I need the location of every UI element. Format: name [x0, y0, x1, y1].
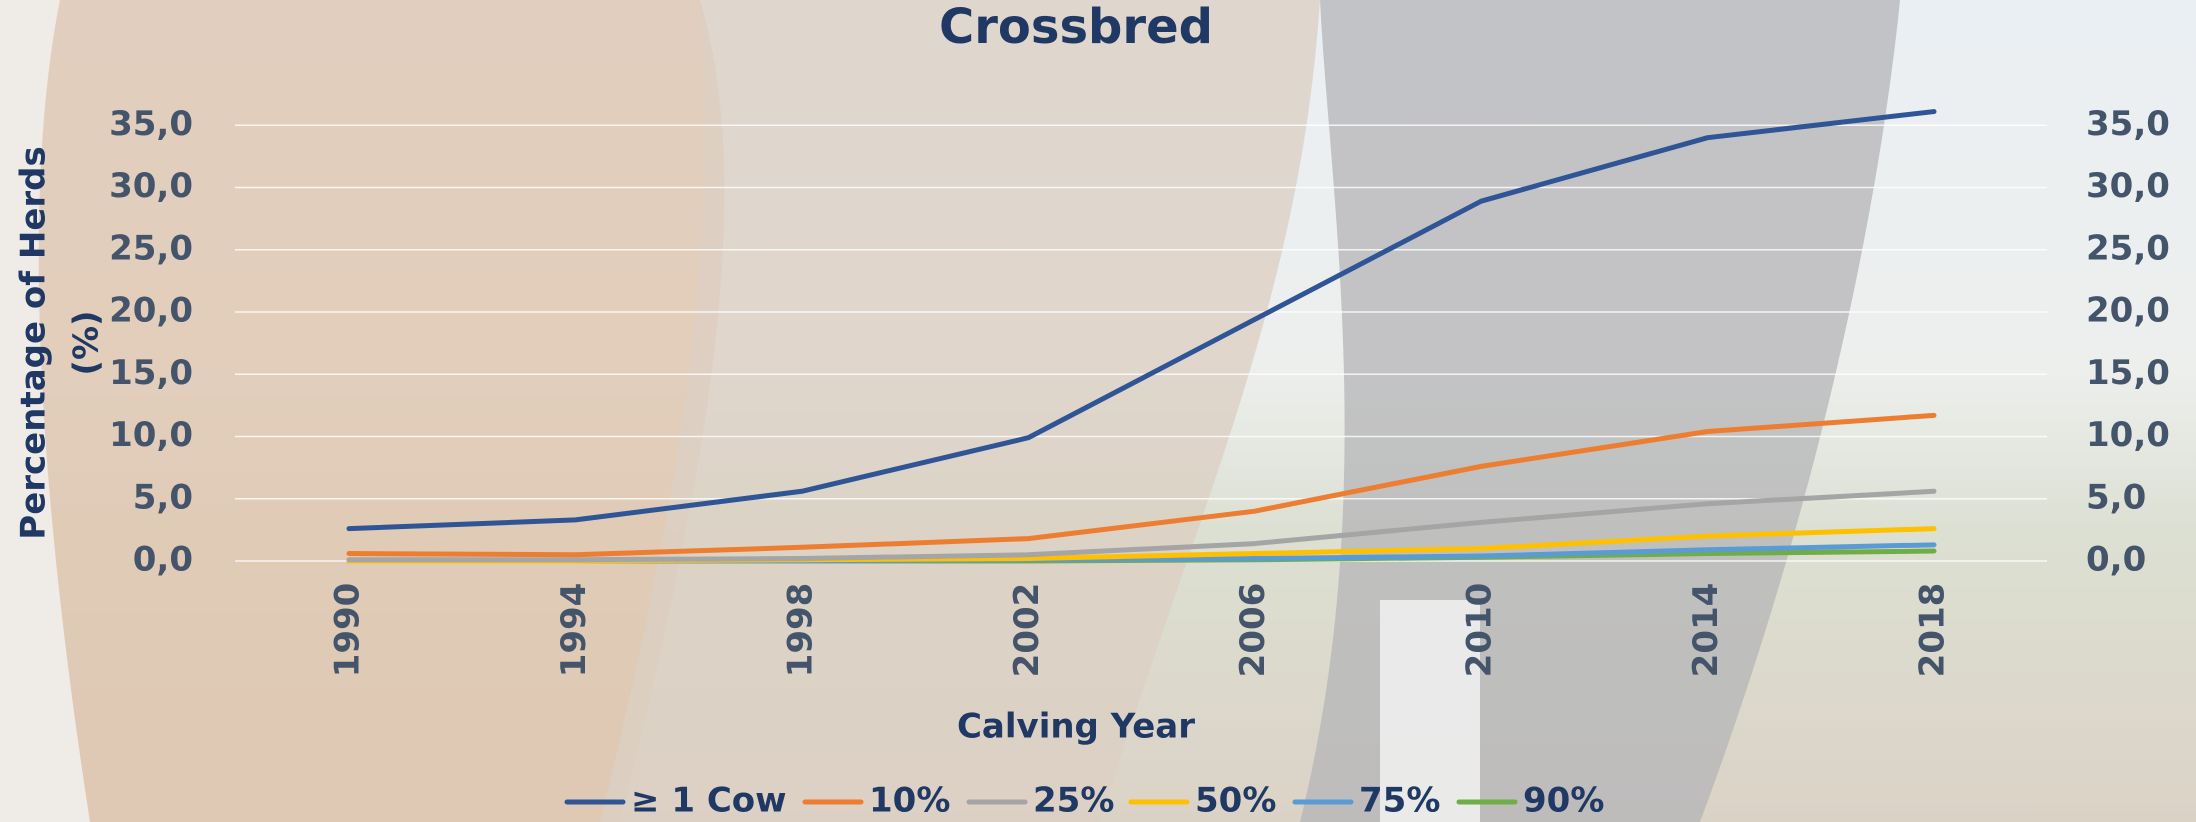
y2-tick-label: 10,0 — [2086, 415, 2170, 455]
y-tick-label: 30,0 — [109, 166, 193, 206]
y2-tick-label: 5,0 — [2086, 477, 2146, 517]
y2-tick-label: 20,0 — [2086, 291, 2170, 331]
x-tick-label: 1998 — [780, 583, 820, 678]
legend-label: ≥ 1 Cow — [631, 781, 787, 821]
y2-tick-label: 30,0 — [2086, 166, 2170, 206]
legend-label: 90% — [1523, 781, 1604, 821]
x-tick-label: 2002 — [1007, 583, 1047, 678]
y-axis-title: (%) — [67, 310, 107, 375]
x-tick-label: 2006 — [1233, 583, 1273, 678]
y-tick-label: 0,0 — [133, 540, 193, 580]
x-axis-title: Calving Year — [957, 707, 1195, 747]
y-tick-label: 25,0 — [109, 228, 193, 268]
y2-tick-label: 0,0 — [2086, 540, 2146, 580]
series-line — [346, 109, 1937, 532]
legend-label: 50% — [1195, 781, 1276, 821]
y2-tick-label: 25,0 — [2086, 228, 2170, 268]
chart-title: Crossbred — [939, 0, 1213, 55]
y-tick-label: 10,0 — [109, 415, 193, 455]
y-tick-label: 20,0 — [109, 291, 193, 331]
x-tick-label: 1990 — [328, 583, 368, 678]
y-tick-label: 15,0 — [109, 353, 193, 393]
legend-label: 75% — [1359, 781, 1440, 821]
series-line — [346, 488, 1937, 563]
x-tick-label: 2018 — [1913, 583, 1953, 678]
y2-tick-label: 15,0 — [2086, 353, 2170, 393]
legend-label: 10% — [869, 781, 950, 821]
y-axis-title: Percentage of Herds — [14, 146, 54, 539]
x-tick-label: 2010 — [1460, 583, 1500, 678]
y2-tick-label: 35,0 — [2086, 104, 2170, 144]
x-tick-label: 1994 — [554, 583, 594, 678]
y-tick-label: 35,0 — [109, 104, 193, 144]
series-line — [346, 412, 1937, 558]
y-tick-label: 5,0 — [133, 477, 193, 517]
x-tick-label: 2014 — [1686, 583, 1726, 678]
legend-label: 25% — [1033, 781, 1114, 821]
